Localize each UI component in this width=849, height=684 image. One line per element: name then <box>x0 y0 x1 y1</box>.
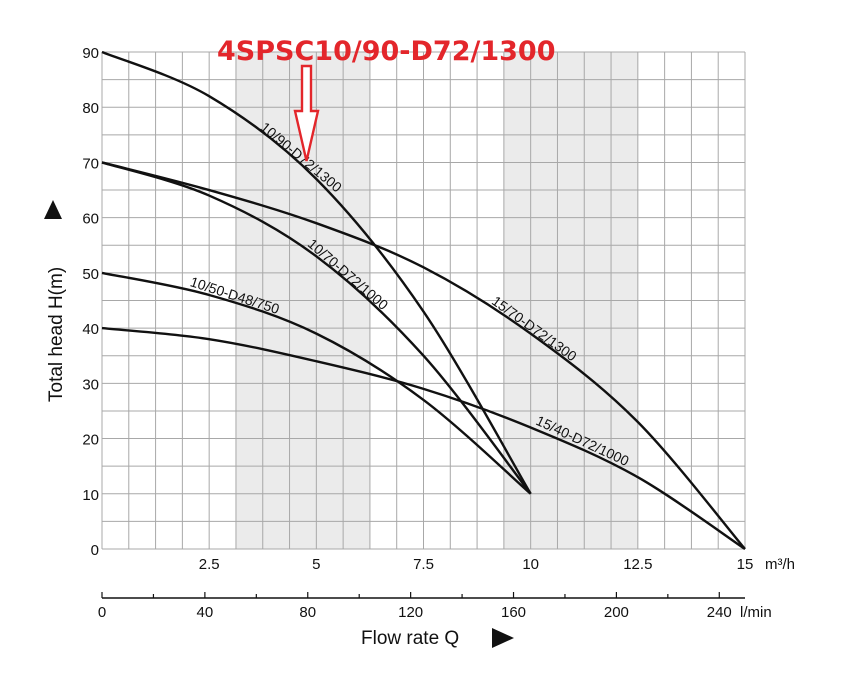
model-annotation: 4SPSC10/90-D72/1300 <box>217 36 556 67</box>
annotation-arrow-icon <box>293 64 320 162</box>
x-axis-title: Flow rate Q <box>361 628 459 649</box>
x-unit-secondary: l/min <box>740 604 772 621</box>
series-line <box>101 50 532 495</box>
y-axis-arrow-icon <box>44 200 62 219</box>
series-line <box>101 271 532 495</box>
grid-lines <box>101 51 746 550</box>
x-tick-label-lmin: 40 <box>197 604 214 621</box>
y-tick-label: 10 <box>82 487 99 504</box>
x-tick-label-lmin: 160 <box>501 604 526 621</box>
x-tick-label-lmin: 120 <box>398 604 423 621</box>
x-tick-label-lmin: 80 <box>299 604 316 621</box>
secondary-x-axis-ticks <box>101 592 720 598</box>
y-tick-label: 40 <box>82 321 99 338</box>
pump-curves <box>101 50 746 550</box>
y-tick-label: 60 <box>82 211 99 228</box>
x-tick-label-m3h: 5 <box>312 556 320 573</box>
y-tick-label: 0 <box>91 542 99 559</box>
x-tick-label-m3h: 10 <box>522 556 539 573</box>
x-tick-label-m3h: 2.5 <box>199 556 220 573</box>
series-line <box>101 326 746 550</box>
x-unit-primary: m³/h <box>765 556 795 573</box>
x-axis-arrow-icon <box>492 628 514 648</box>
x-tick-label-m3h: 7.5 <box>413 556 434 573</box>
x-tick-label-m3h: 12.5 <box>623 556 652 573</box>
x-tick-labels-lmin: 0 40 80 120 160 200 240 <box>98 604 732 621</box>
y-tick-label: 80 <box>82 100 99 117</box>
series-line <box>101 161 746 550</box>
y-tick-label: 30 <box>82 376 99 393</box>
x-tick-label-lmin: 0 <box>98 604 106 621</box>
y-axis-title: Total head H(m) <box>46 267 67 402</box>
series-line <box>101 161 532 495</box>
x-tick-label-lmin: 200 <box>604 604 629 621</box>
x-tick-labels-m3h: 2.5 5 7.5 10 12.5 15 <box>199 556 754 573</box>
y-tick-label: 20 <box>82 432 99 449</box>
x-tick-label-m3h: 15 <box>737 556 754 573</box>
y-tick-label: 90 <box>82 45 99 62</box>
y-tick-label: 50 <box>82 266 99 283</box>
x-tick-label-lmin: 240 <box>707 604 732 621</box>
y-tick-label: 70 <box>82 155 99 172</box>
y-tick-labels: 0 10 20 30 40 50 60 70 80 90 <box>82 45 99 559</box>
